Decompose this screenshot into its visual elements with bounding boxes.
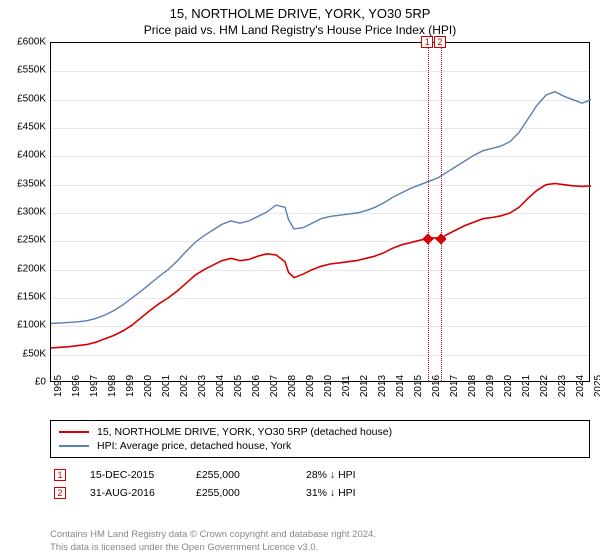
x-tick-label: 2017 <box>449 375 460 397</box>
title-block: 15, NORTHOLME DRIVE, YORK, YO30 5RP Pric… <box>0 0 600 39</box>
x-tick-label: 2018 <box>467 375 478 397</box>
x-tick-label: 2019 <box>485 375 496 397</box>
sale-marker-box: 1 <box>421 36 433 48</box>
sales-marker: 1 <box>54 469 66 481</box>
x-tick-label: 2013 <box>377 375 388 397</box>
y-tick-label: £600K <box>17 37 46 48</box>
x-tick-label: 2011 <box>341 375 352 397</box>
series-svg <box>51 43 591 383</box>
footer-text: Contains HM Land Registry data © Crown c… <box>50 529 376 554</box>
y-tick-label: £350K <box>17 178 46 189</box>
x-tick-label: 2006 <box>251 375 262 397</box>
x-tick-label: 1999 <box>125 375 136 397</box>
x-tick-label: 2002 <box>179 375 190 397</box>
sales-row: 115-DEC-2015£255,00028% ↓ HPI <box>50 466 590 484</box>
x-tick-label: 1995 <box>53 375 64 397</box>
y-tick-label: £50K <box>23 348 46 359</box>
legend-row: 15, NORTHOLME DRIVE, YORK, YO30 5RP (det… <box>59 425 581 439</box>
y-tick-label: £100K <box>17 320 46 331</box>
x-tick-label: 2004 <box>215 375 226 397</box>
sales-marker: 2 <box>54 487 66 499</box>
x-tick-label: 2001 <box>161 375 172 397</box>
x-tick-label: 2009 <box>305 375 316 397</box>
x-tick-label: 2023 <box>557 375 568 397</box>
x-tick-label: 2021 <box>521 375 532 397</box>
x-tick-label: 2022 <box>539 375 550 397</box>
x-tick-label: 2007 <box>269 375 280 397</box>
x-tick-label: 2025 <box>593 375 600 397</box>
x-tick-label: 2016 <box>431 375 442 397</box>
sales-date: 31-AUG-2016 <box>66 487 196 499</box>
y-tick-label: £400K <box>17 150 46 161</box>
x-tick-label: 1998 <box>107 375 118 397</box>
y-tick-label: £0 <box>35 377 46 388</box>
y-tick-label: £500K <box>17 93 46 104</box>
legend-box: 15, NORTHOLME DRIVE, YORK, YO30 5RP (det… <box>50 420 590 458</box>
legend-label: 15, NORTHOLME DRIVE, YORK, YO30 5RP (det… <box>97 426 392 438</box>
sales-price: £255,000 <box>196 469 306 481</box>
x-tick-label: 2015 <box>413 375 424 397</box>
chart-container: 15, NORTHOLME DRIVE, YORK, YO30 5RP Pric… <box>0 0 600 560</box>
sales-delta: 28% ↓ HPI <box>306 469 426 481</box>
legend-label: HPI: Average price, detached house, York <box>97 440 291 452</box>
y-tick-label: £200K <box>17 263 46 274</box>
sales-table: 115-DEC-2015£255,00028% ↓ HPI231-AUG-201… <box>50 466 590 502</box>
y-tick-label: £300K <box>17 207 46 218</box>
y-tick-label: £450K <box>17 122 46 133</box>
x-tick-label: 2010 <box>323 375 334 397</box>
x-tick-label: 1997 <box>89 375 100 397</box>
x-tick-label: 2012 <box>359 375 370 397</box>
legend-swatch <box>59 445 89 447</box>
x-tick-label: 2008 <box>287 375 298 397</box>
y-tick-label: £250K <box>17 235 46 246</box>
legend-row: HPI: Average price, detached house, York <box>59 439 581 453</box>
x-tick-label: 2000 <box>143 375 154 397</box>
footer-line-1: Contains HM Land Registry data © Crown c… <box>50 529 376 541</box>
sale-marker-box: 2 <box>434 36 446 48</box>
series-line-hpi <box>51 92 591 324</box>
legend-swatch <box>59 431 89 433</box>
x-tick-label: 1996 <box>71 375 82 397</box>
plot-region <box>50 42 590 382</box>
legend-area: 15, NORTHOLME DRIVE, YORK, YO30 5RP (det… <box>50 420 590 502</box>
sales-price: £255,000 <box>196 487 306 499</box>
sales-delta: 31% ↓ HPI <box>306 487 426 499</box>
chart-area: £0£50K£100K£150K£200K£250K£300K£350K£400… <box>50 42 590 382</box>
x-tick-label: 2003 <box>197 375 208 397</box>
footer-line-2: This data is licensed under the Open Gov… <box>50 542 376 554</box>
sales-row: 231-AUG-2016£255,00031% ↓ HPI <box>50 484 590 502</box>
x-tick-label: 2005 <box>233 375 244 397</box>
x-tick-label: 2014 <box>395 375 406 397</box>
sales-date: 15-DEC-2015 <box>66 469 196 481</box>
chart-subtitle: Price paid vs. HM Land Registry's House … <box>0 23 600 37</box>
x-tick-label: 2020 <box>503 375 514 397</box>
x-tick-label: 2024 <box>575 375 586 397</box>
chart-title: 15, NORTHOLME DRIVE, YORK, YO30 5RP <box>0 6 600 21</box>
y-tick-label: £550K <box>17 65 46 76</box>
series-line-property <box>51 184 591 348</box>
y-tick-label: £150K <box>17 292 46 303</box>
